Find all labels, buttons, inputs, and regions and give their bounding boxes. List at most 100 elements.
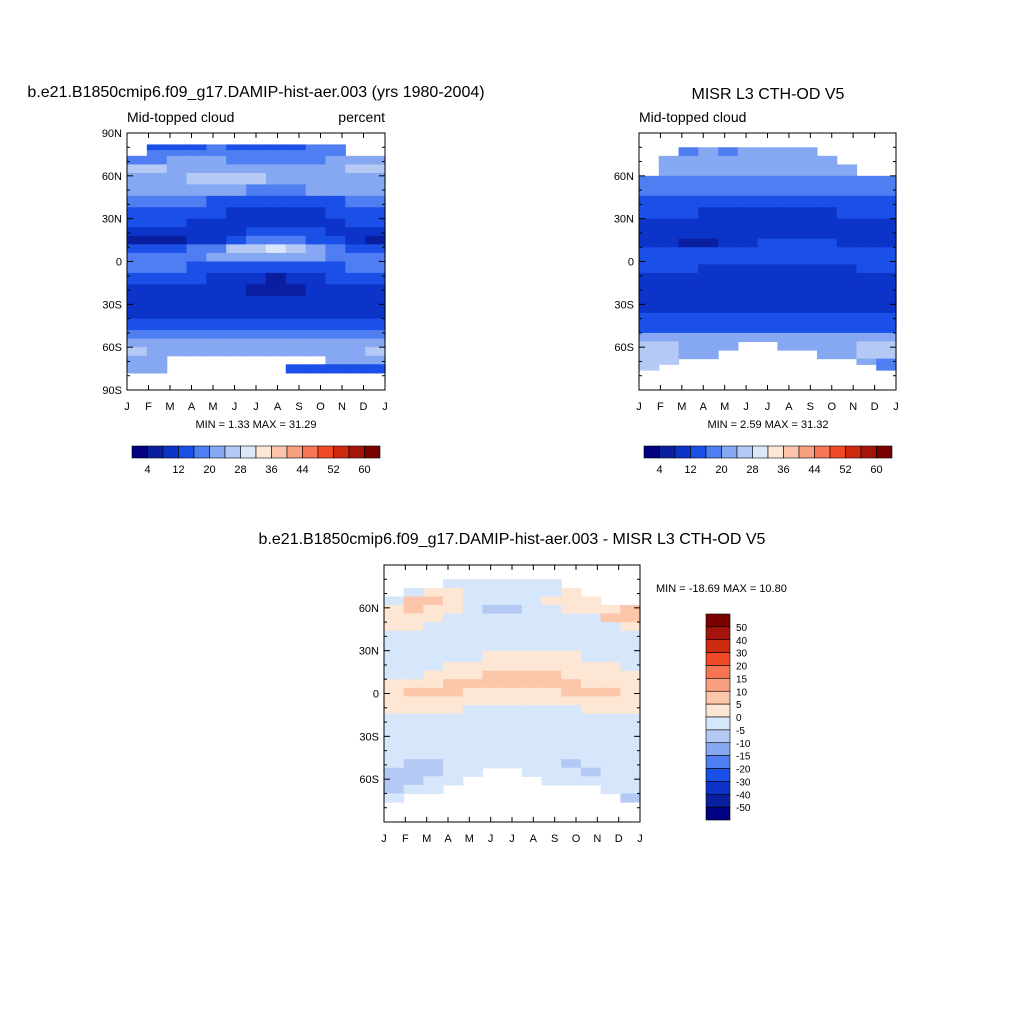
x-tick-label: J (488, 833, 494, 845)
heatmap-cell (757, 284, 778, 300)
heatmap-cell (325, 184, 346, 197)
colorbar-swatch (876, 445, 893, 459)
y-tick-label: 0 (628, 257, 634, 269)
heatmap-cell (836, 218, 858, 231)
heatmap-cell (856, 218, 877, 231)
heatmap-cell (797, 324, 818, 334)
y-tick-label: 30S (359, 731, 379, 743)
heatmap-cell (777, 230, 798, 240)
heatmap-cell (166, 295, 188, 308)
heatmap-cell (620, 622, 641, 632)
colorbar-swatch (348, 445, 365, 459)
heatmap-cell (836, 164, 858, 177)
heatmap-cell (678, 350, 699, 360)
colorbar-label: 12 (684, 464, 696, 476)
heatmap-cell (620, 724, 641, 737)
heatmap-cell (737, 332, 759, 343)
heatmap-cell (226, 184, 247, 197)
heatmap-cell (836, 312, 858, 325)
heatmap-cell (757, 147, 778, 157)
heatmap-cell (502, 696, 523, 706)
heatmap-cell (482, 630, 503, 640)
heatmap-cell (462, 613, 484, 623)
x-tick-label: D (615, 833, 623, 845)
x-tick-label: J (124, 401, 130, 413)
heatmap-cell (403, 639, 424, 652)
heatmap-cell (206, 252, 227, 263)
heatmap-cell (345, 295, 366, 308)
heatmap-cell (836, 298, 858, 314)
heatmap-cell (521, 724, 543, 737)
heatmap-cell (561, 713, 582, 726)
heatmap-cell (285, 252, 307, 263)
heatmap-cell (836, 324, 858, 334)
heatmap-cell (836, 247, 858, 257)
heatmap-cell (206, 172, 227, 185)
heatmap-cell (482, 696, 503, 706)
heatmap-cell (305, 244, 327, 254)
heatmap-cell (345, 244, 366, 254)
heatmap-cell (876, 358, 897, 365)
heatmap-cell (737, 195, 759, 208)
heatmap-cell (561, 687, 582, 697)
heatmap-cell (678, 147, 699, 157)
heatmap-cell (876, 255, 897, 265)
heatmap-cell (600, 776, 621, 786)
colorbar-swatch (752, 445, 769, 459)
heatmap-cell (580, 704, 602, 715)
heatmap-cell (127, 235, 148, 245)
heatmap-cell (462, 587, 484, 598)
heatmap-cell (365, 355, 386, 365)
heatmap-cell (718, 175, 739, 185)
heatmap-cell (443, 767, 464, 777)
heatmap-cell (384, 687, 405, 697)
heatmap-cell (678, 207, 699, 220)
heatmap-cell (521, 587, 543, 598)
heatmap-cell (856, 312, 877, 325)
heatmap-cell (482, 679, 503, 689)
heatmap-cell (737, 312, 759, 325)
heatmap-cell (678, 247, 699, 257)
heatmap-cell (186, 347, 207, 357)
y-tick-label: 60N (102, 171, 122, 183)
heatmap-cell (403, 679, 424, 689)
heatmap-cell (718, 195, 739, 208)
heatmap-cell (502, 630, 523, 640)
heatmap-cell (541, 704, 562, 715)
heatmap-cell (816, 195, 838, 208)
colorbar-swatch (721, 445, 738, 459)
x-tick-label: J (232, 401, 238, 413)
colorbar-label: 20 (715, 464, 727, 476)
heatmap-cell (186, 150, 207, 157)
heatmap-cell (325, 155, 346, 166)
heatmap-cell (462, 579, 484, 589)
heatmap-cell (305, 295, 327, 308)
heatmap-cell (365, 184, 386, 197)
heatmap-cell (698, 255, 719, 265)
heatmap-cell (186, 318, 207, 331)
colorbar-swatch (829, 445, 846, 459)
heatmap-cell (265, 272, 287, 285)
heatmap-cell (580, 670, 602, 680)
heatmap-cell (580, 622, 602, 632)
heatmap-cell (146, 307, 168, 320)
heatmap-cell (521, 767, 543, 777)
heatmap-cell (384, 596, 405, 606)
heatmap-cell (206, 155, 227, 166)
colorbar-swatch (147, 445, 164, 459)
heatmap-cell (423, 704, 444, 715)
heatmap-cell (166, 330, 188, 340)
heatmap-cell (305, 272, 327, 285)
heatmap-cell (146, 164, 168, 174)
heatmap-cell (462, 662, 484, 672)
heatmap-cell (127, 284, 148, 297)
heatmap-cell (146, 218, 168, 228)
heatmap-cell (423, 736, 444, 749)
x-tick-label: D (360, 401, 368, 413)
heatmap-cell (285, 338, 307, 348)
heatmap-cell (127, 364, 148, 374)
heatmap-cell (541, 736, 562, 749)
heatmap-cell (246, 235, 267, 245)
heatmap-cell (423, 724, 444, 737)
heatmap-cell (876, 350, 897, 360)
